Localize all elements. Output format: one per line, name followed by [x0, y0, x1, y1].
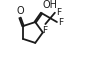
Text: OH: OH: [43, 0, 58, 10]
Text: O: O: [16, 6, 24, 16]
Text: F: F: [58, 17, 63, 27]
Text: F: F: [42, 26, 47, 35]
Text: F: F: [56, 8, 61, 17]
